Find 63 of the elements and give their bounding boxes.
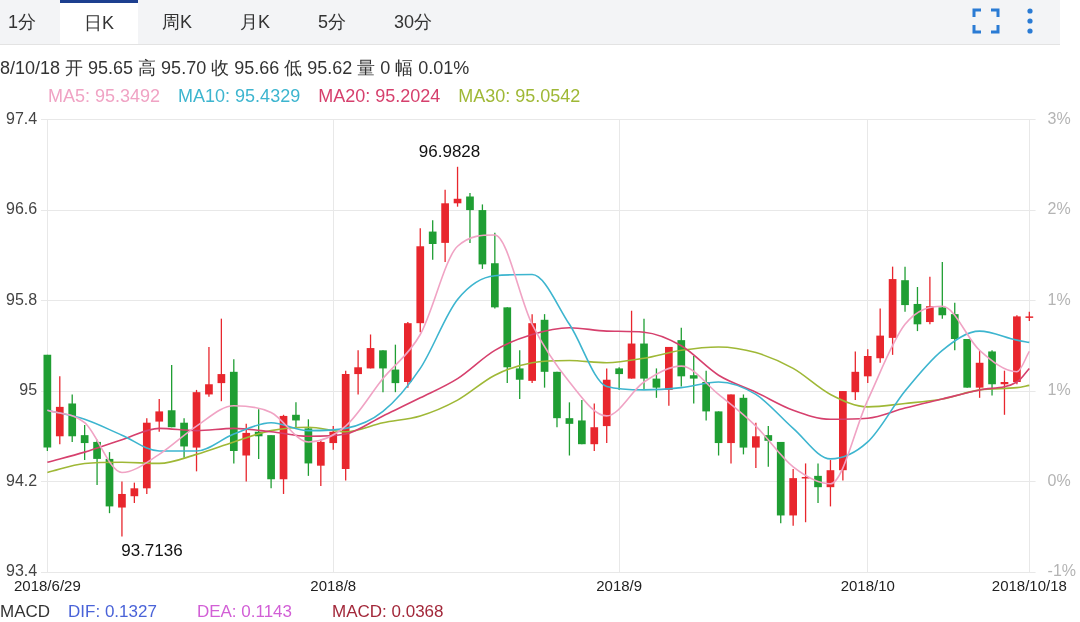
text: MACD: 0.0368 [332,602,444,621]
candlestick [205,346,213,398]
y-tick-label: 96.6 [6,200,38,218]
text: 日K [60,0,139,44]
candlestick [217,318,226,402]
text: DIF: 0.1327 [68,602,157,621]
candlestick [590,402,599,452]
x-tick-label: 2018/8 [310,577,357,595]
candlestick [466,192,474,244]
candlestick [242,423,251,483]
candlestick [292,401,300,430]
y-tick-label: 94.2 [6,471,38,489]
candlestick [938,261,947,320]
annotation: 96.9828 [418,141,481,161]
candlestick [752,422,760,469]
y-tick-label: 97.4 [6,110,38,128]
text: MA30: 95.0542 [458,86,581,106]
candlestick [379,349,387,393]
y-tick-label: 95 [19,381,38,399]
candlestick [851,350,860,401]
candlestick [689,355,698,405]
x-tick-label: 2018/6/29 [13,577,81,595]
candlestick [578,399,586,445]
candlestick [652,367,661,399]
text: MACD [0,602,51,621]
candlestick [615,366,623,391]
x-tick-label: 2018/9 [596,577,643,595]
text: 月K [239,11,272,34]
y-tick-label: 95.8 [6,290,38,308]
candlestick [354,349,362,396]
y2-tick-label: -1% [1047,562,1076,580]
y2-tick-label: 3% [1047,110,1071,128]
text: 周K [161,11,194,34]
candlestick [155,398,164,433]
candlestick [167,364,176,428]
candlestick [130,482,139,504]
candlestick [926,276,934,325]
chart-subtitle: 8/10/18 开 95.65 高 95.70 收 95.66 低 95.62 量 0 幅 0.01% [0,57,470,80]
text: MA10: 95.4329 [178,86,301,106]
candlestick [80,424,89,461]
text: MA20: 95.2024 [318,86,441,106]
y-tick-label: 93.4 [6,562,38,580]
y2-tick-label: 1% [1047,381,1071,399]
candlestick [863,348,872,384]
text: 5分 [317,11,348,34]
candlestick [316,439,325,487]
x-tick-label: 2018/10/18 [991,577,1067,595]
text: 30分 [393,11,434,34]
y2-tick-label: 2% [1047,200,1071,218]
candlestick [428,219,437,261]
y2-tick-label: 0% [1047,471,1071,489]
text: MA5: 95.3492 [48,86,161,106]
y2-tick-label: 1% [1047,290,1071,308]
annotation: 93.7136 [121,540,183,560]
candlestick [118,480,126,538]
candlestick [565,401,574,457]
x-tick-label: 2018/10 [840,577,895,595]
line-series [46,346,1031,474]
text: 1分 [7,11,37,34]
text: DEA: 0.1143 [196,602,293,621]
candlestick [515,349,524,400]
line-series [46,326,1031,464]
candlestick [876,307,885,364]
